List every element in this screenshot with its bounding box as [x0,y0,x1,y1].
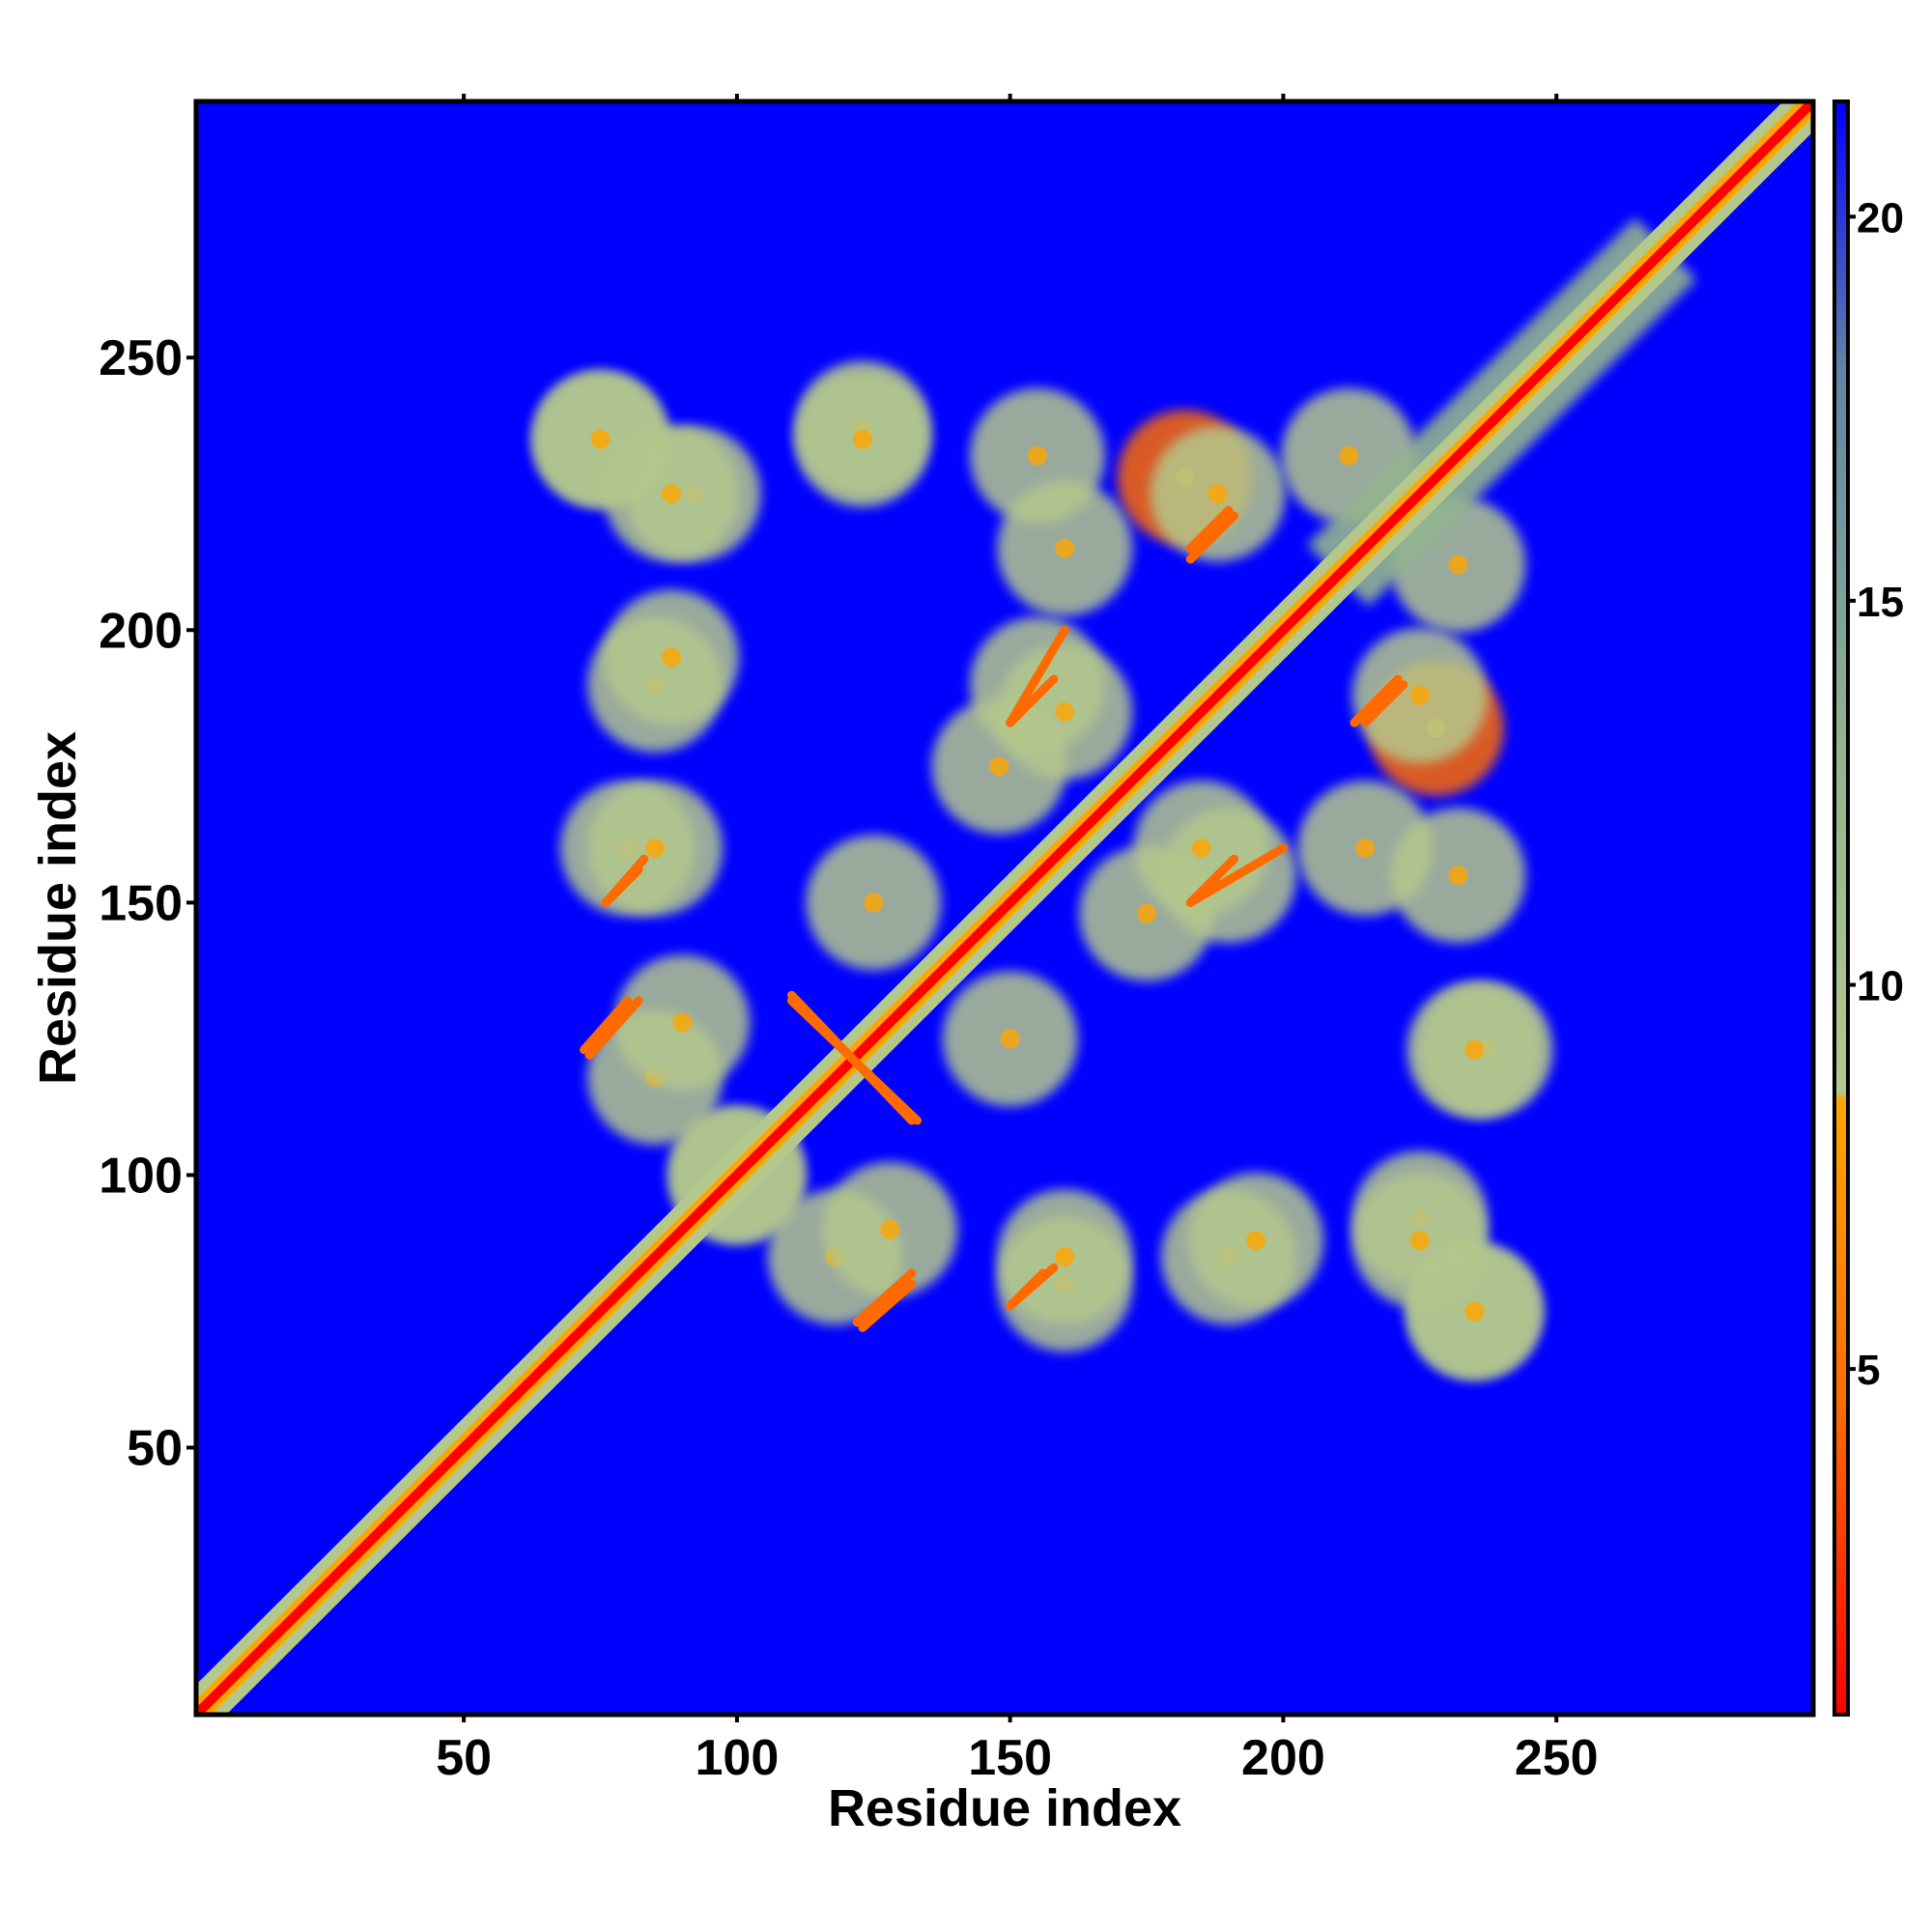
contact-core [1355,838,1376,858]
strand-contact [1185,511,1239,564]
contact-core [662,647,682,668]
plot-frame [193,99,1816,1718]
contact-core [880,1219,900,1239]
contact-core [672,1012,693,1033]
colorbar-axis: 5 10 15 20 [1848,194,1904,1394]
x-tick-label: 150 [968,1730,1052,1786]
contact-core [1339,445,1359,466]
x-axis: 50 100 150 200 250 [436,94,1599,1786]
strand-contact [601,854,649,907]
x-tick-label: 250 [1515,1730,1599,1786]
contact-core [1027,445,1047,466]
colorbar-tick-label: 20 [1857,194,1904,242]
strand-contact [584,996,643,1060]
contact-core [1409,685,1430,705]
strand-contact [1360,680,1408,727]
contact-core [1137,903,1157,923]
contact-core [662,484,682,504]
contact-core [645,838,666,858]
y-tick-label: 150 [99,875,183,931]
diagonal-line [196,101,1813,1715]
y-tick-label: 200 [99,603,183,659]
contact-core [1055,538,1075,558]
strand-contact [852,1268,917,1327]
y-tick-label: 250 [99,330,183,386]
colorbar [1833,99,1850,1717]
contact-core [1055,1247,1075,1267]
contact-core [1246,1231,1266,1251]
contact-core [1000,1029,1020,1049]
strand-contact [858,1279,917,1332]
contact-core [1464,1039,1485,1060]
strand-contact [1006,625,1069,727]
contact-core [1448,866,1468,886]
contact-core [989,756,1009,777]
strand-contact [786,996,923,1125]
contact-core [1055,701,1075,722]
contact-core [1448,554,1468,575]
y-tick-label: 100 [99,1148,183,1204]
strand-contact [580,996,633,1055]
contact-core [1409,1231,1430,1251]
y-tick-label: 50 [127,1421,183,1477]
contact-core [1464,1301,1485,1321]
colorbar-tick-label: 15 [1857,579,1904,626]
x-tick-label: 200 [1241,1730,1325,1786]
colorbar-tick-label: 5 [1857,1347,1880,1394]
x-axis-title: Residue index [828,1779,1181,1837]
strand-contact [1006,1263,1059,1311]
strand-contact [1350,674,1403,727]
y-axis: 50 100 150 200 250 [99,330,196,1477]
heatmap-layer [196,101,1813,1715]
x-tick-label: 50 [436,1730,492,1786]
contact-core [1191,838,1211,858]
contact-core [590,429,611,449]
x-tick-label: 100 [696,1730,780,1786]
strand-contact [1185,505,1234,554]
contact-core [852,429,872,449]
strand-contact [1185,843,1288,907]
colorbar-tick-label: 10 [1857,963,1904,1010]
y-axis-title: Residue index [29,731,87,1085]
contact-core [864,893,884,913]
contact-core [1208,484,1228,504]
